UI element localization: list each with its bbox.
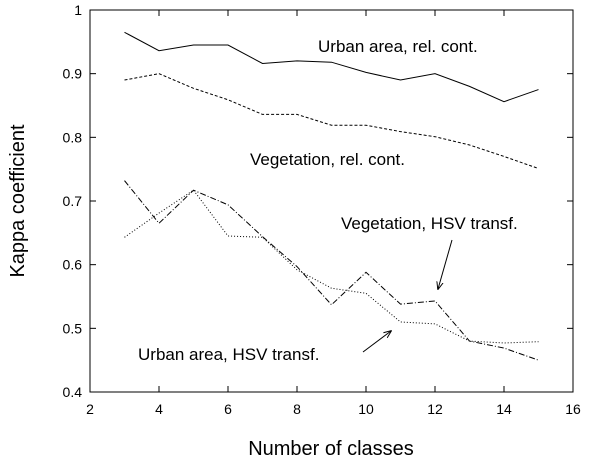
x-tick-label: 6 (224, 401, 232, 417)
annotation-veg-hsv: Vegetation, HSV transf. (341, 214, 518, 233)
y-tick-label: 0.8 (63, 129, 83, 145)
x-tick-label: 16 (565, 401, 581, 417)
x-tick-label: 10 (358, 401, 374, 417)
y-tick-label: 0.4 (63, 384, 83, 400)
x-tick-label: 8 (293, 401, 301, 417)
series-line-urban-area-hsv-transf (124, 189, 539, 344)
x-tick-label: 14 (496, 401, 512, 417)
x-tick-label: 12 (427, 401, 443, 417)
arrow-veg-hsv (438, 239, 453, 289)
series-line-urban-area-rel-cont (124, 31, 539, 103)
series-line-vegetation-hsv-transf (124, 180, 539, 361)
y-tick-label: 0.7 (63, 193, 83, 209)
x-tick-label: 2 (86, 401, 94, 417)
x-axis-label: Number of classes (248, 438, 414, 460)
annotation-urban-hsv: Urban area, HSV transf. (138, 345, 319, 364)
plot-frame (89, 9, 574, 393)
annotation-veg-rel: Vegetation, rel. cont. (250, 150, 405, 169)
y-tick-label: 0.5 (63, 320, 83, 336)
x-tick-label: 4 (155, 401, 163, 417)
y-tick-label: 1 (74, 2, 82, 18)
y-axis-label: Kappa coefficient (7, 124, 29, 278)
annotation-urban-rel: Urban area, rel. cont. (318, 37, 478, 56)
y-tick-label: 0.9 (63, 66, 83, 82)
y-tick-label: 0.6 (63, 257, 83, 273)
series-line-vegetation-rel-cont (124, 73, 539, 170)
arrow-urban-hsv (362, 331, 391, 353)
